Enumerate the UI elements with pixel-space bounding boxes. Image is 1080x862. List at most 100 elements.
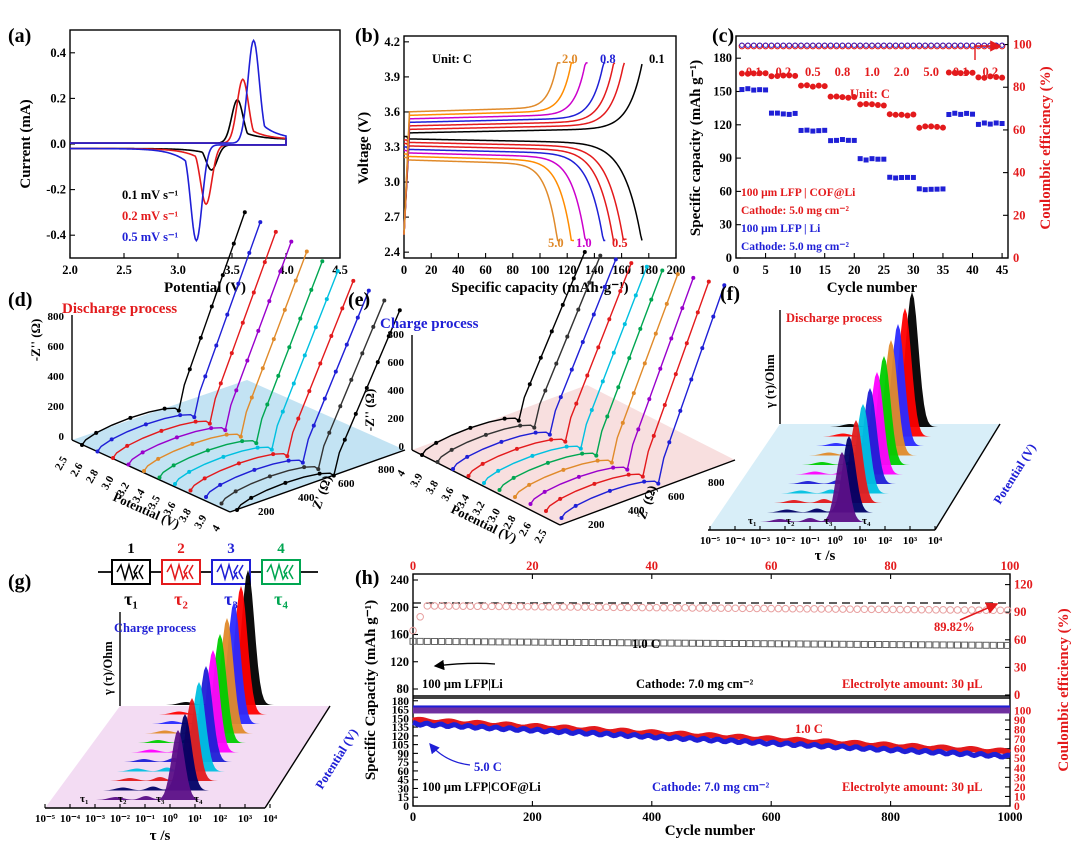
panel-d-point bbox=[192, 415, 196, 419]
panel-d-point bbox=[111, 456, 115, 460]
panel-f-ylabel: Potential (V) bbox=[991, 441, 1039, 506]
panel-c-xtick-label: 0 bbox=[733, 263, 739, 277]
panel-b-ytick-label: 3.9 bbox=[384, 70, 400, 84]
panel-c-point-li bbox=[810, 129, 815, 134]
panel-c-xtick-label: 30 bbox=[907, 263, 920, 277]
panel-e-point bbox=[632, 391, 636, 395]
panel-h-cap-upper-point bbox=[983, 642, 989, 648]
panel-c-x-ticks: 0 5 10 15 20 25 30 35 40 45 bbox=[733, 253, 1008, 277]
panel-h-cap-upper-point bbox=[611, 640, 617, 646]
panel-b-unit: Unit: C bbox=[432, 52, 472, 66]
panel-f-xtick-label: 10⁻¹ bbox=[800, 535, 820, 547]
panel-d-point bbox=[173, 482, 177, 486]
panel-h-cap-lower-red bbox=[413, 720, 1010, 753]
panel-h-cap-upper-point bbox=[525, 639, 531, 645]
panel-h-cap-upper-point bbox=[453, 639, 459, 645]
panel-e-potential-label: 3.9 bbox=[408, 471, 426, 489]
panel-h-cap-upper-point bbox=[754, 641, 760, 647]
panel-d-point bbox=[194, 420, 198, 424]
panel-c-y-ticks: 0306090120150180 bbox=[713, 51, 741, 265]
panel-e-ztick-label: 0 bbox=[399, 441, 405, 453]
panel-d-point bbox=[268, 474, 272, 478]
panel-c-point-li bbox=[739, 87, 744, 92]
figure-canvas: (a) 2.0 2.5 3.0 3.5 4.0 4.5 -0.4-0.20.00.20.4… bbox=[0, 0, 1080, 862]
panel-b-top-rate-1: 0.8 bbox=[600, 52, 616, 66]
panel-f-zlabel: γ (τ)/Ohm bbox=[763, 354, 777, 409]
panel-b-xtick-label: 180 bbox=[639, 263, 658, 277]
panel-e-point bbox=[707, 280, 711, 284]
panel-h-ce-upper-point bbox=[639, 604, 646, 611]
panel-h-ce-upper-point bbox=[653, 604, 660, 611]
panel-h-cap-upper-point bbox=[833, 641, 839, 647]
panel-a-xtick-label: 2.5 bbox=[116, 263, 132, 277]
panel-c-point-li bbox=[946, 112, 951, 117]
panel-h-ce-upper-point bbox=[825, 606, 832, 613]
panel-g-tau: τ₂ bbox=[118, 793, 127, 805]
panel-d-point bbox=[144, 422, 148, 426]
panel-d-point bbox=[240, 439, 244, 443]
panel-c-point-cof bbox=[940, 125, 946, 131]
panel-d-point bbox=[302, 465, 306, 469]
panel-h-upper-ytick-label: 80 bbox=[397, 682, 410, 696]
panel-e-point bbox=[627, 356, 631, 360]
panel-d-point bbox=[203, 374, 207, 378]
panel-e-point bbox=[700, 346, 704, 350]
panel-h-cap-upper-point bbox=[861, 641, 867, 647]
panel-h-cap-upper-point bbox=[997, 642, 1003, 648]
panel-e-point bbox=[498, 488, 502, 492]
panel-e-point bbox=[643, 361, 647, 365]
panel-e-ztick-label: 800 bbox=[388, 329, 405, 341]
panel-h-ce-upper-point bbox=[539, 603, 546, 610]
panel-c-point-li bbox=[852, 138, 857, 143]
panel-b-xtick-label: 0 bbox=[401, 263, 407, 277]
panel-d-point bbox=[343, 438, 347, 442]
panel-e-point bbox=[608, 489, 612, 493]
panel-h-ce-upper-point bbox=[947, 607, 954, 614]
panel-d-point bbox=[237, 461, 241, 465]
panel-e-point bbox=[570, 368, 574, 372]
panel-h-upper-y2tick-label: 120 bbox=[1014, 578, 1033, 592]
panel-c-xtick-label: 45 bbox=[996, 263, 1009, 277]
panel-d-point bbox=[221, 455, 225, 459]
panel-c-point-li bbox=[822, 128, 827, 133]
panel-e-point bbox=[549, 438, 553, 442]
panel-d-point bbox=[356, 316, 360, 320]
panel-g-xtick-label: 10⁻⁵ bbox=[35, 813, 56, 825]
panel-h-cap-upper-point bbox=[854, 641, 860, 647]
panel-h-ce-upper-point bbox=[725, 605, 732, 612]
panel-e-point bbox=[592, 312, 596, 316]
panel-e-point bbox=[503, 417, 507, 421]
panel-a-ytick-label: -0.4 bbox=[46, 228, 67, 242]
equivalent-circuit: 1τ₁2τ₂3τ₃4τ₄ bbox=[98, 541, 318, 609]
panel-h-ce-upper-point bbox=[503, 603, 510, 610]
panel-h-cap-upper-point bbox=[840, 641, 846, 647]
panel-d-point bbox=[301, 461, 305, 465]
panel-e-point bbox=[594, 454, 598, 458]
panel-h-cap-upper-point bbox=[969, 642, 975, 648]
panel-d-point bbox=[332, 474, 336, 478]
panel-h-ce-upper-point bbox=[660, 604, 667, 611]
panel-e-point bbox=[636, 427, 640, 431]
panel-h-lower-arrow bbox=[430, 744, 470, 765]
panel-h-ce-upper-point bbox=[625, 604, 632, 611]
panel-h-ce-upper-point bbox=[890, 606, 897, 613]
panel-g-ylabel: Potential (V) bbox=[313, 726, 361, 791]
panel-c-point-li bbox=[834, 138, 839, 143]
panel-d-point bbox=[276, 374, 280, 378]
circuit-tau: τ₃ bbox=[224, 589, 238, 609]
panel-h-cathode-lower: Cathode: 7.0 mg cm⁻² bbox=[652, 780, 770, 794]
panel-label-c: (c) bbox=[712, 25, 734, 47]
panel-d-point bbox=[271, 452, 275, 456]
panel-h-toptick-label: 20 bbox=[526, 559, 539, 573]
panel-h-cap-upper-point bbox=[424, 638, 430, 644]
panel-c-ytick-label: 0 bbox=[726, 251, 732, 265]
panel-d-point bbox=[220, 502, 224, 506]
panel-c-unit: Unit: C bbox=[850, 87, 890, 101]
panel-e-point bbox=[559, 395, 563, 399]
panel-h-ce-upper-point bbox=[510, 603, 517, 610]
panel-c-point-li bbox=[887, 175, 892, 180]
panel-d-point bbox=[241, 321, 245, 325]
panel-d-point bbox=[236, 282, 240, 286]
panel-g-xtick-label: 10⁻³ bbox=[85, 813, 106, 825]
panel-h-ce-upper-point bbox=[933, 606, 940, 613]
